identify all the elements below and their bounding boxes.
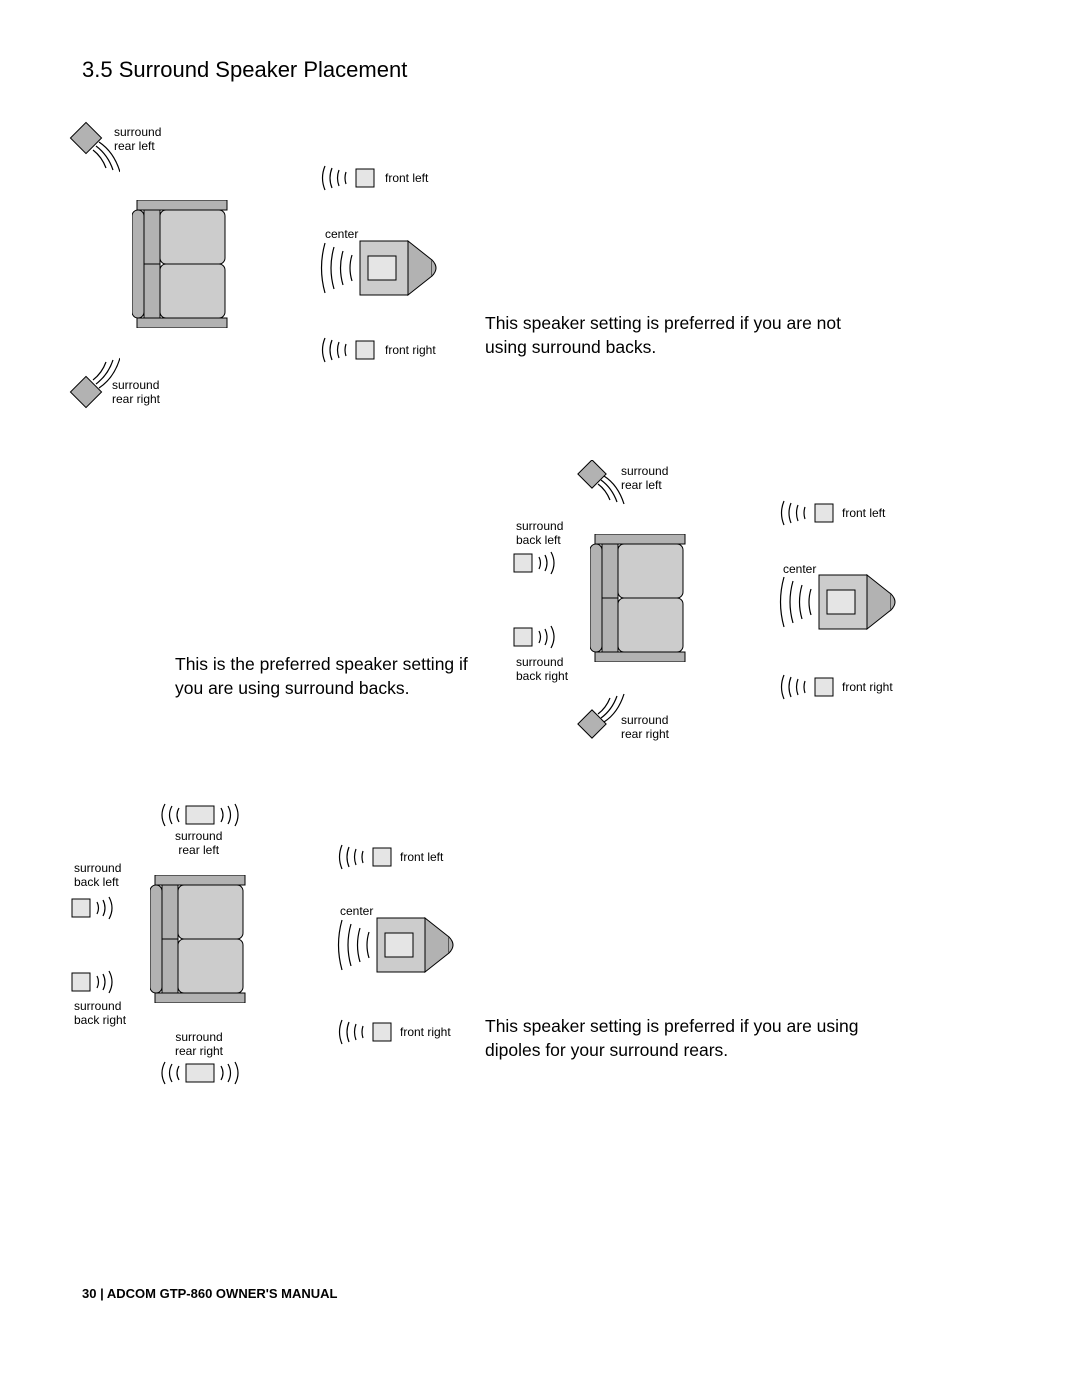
srr-label-2: surround rear right [621, 714, 669, 742]
footer-page-number: 30 [82, 1286, 96, 1301]
srr-dipole-3 [160, 1060, 240, 1086]
tv-center-3 [337, 915, 457, 975]
sbl-speaker-3 [70, 893, 126, 923]
sbr-speaker-2 [512, 622, 568, 652]
sbr-label-2: surround back right [516, 656, 568, 684]
fr-speaker-2 [779, 672, 849, 702]
fr-label-2: front right [842, 681, 893, 695]
footer-text: ADCOM GTP-860 OWNER'S MANUAL [107, 1286, 338, 1301]
srl-dipole-3 [160, 802, 240, 828]
fl-label-3: front left [400, 851, 443, 865]
sbl-label-3: surround back left [74, 862, 121, 890]
page: 3.5 Surround Speaker Placement surround … [0, 0, 1080, 1397]
srl-speaker-1 [60, 120, 120, 180]
fr-speaker-3 [337, 1017, 407, 1047]
fr-label-1: front right [385, 344, 436, 358]
tv-center-2 [779, 572, 899, 632]
couch-3 [150, 875, 250, 1003]
srl-label-2: surround rear left [621, 465, 668, 493]
fl-label-1: front left [385, 172, 428, 186]
section-heading: 3.5 Surround Speaker Placement [82, 57, 407, 83]
srr-speaker-2 [572, 684, 628, 740]
sbr-label-3: surround back right [74, 1000, 126, 1028]
fr-speaker-1 [320, 335, 390, 365]
srl-label-1: surround rear left [114, 126, 161, 154]
couch-2 [590, 534, 690, 662]
page-footer: 30 | ADCOM GTP-860 OWNER'S MANUAL [82, 1286, 337, 1301]
srl-label-3: surround rear left [175, 830, 222, 858]
couch-1 [132, 200, 232, 328]
fl-speaker-3 [337, 842, 407, 872]
srr-label-3: surround rear right [175, 1031, 223, 1059]
caption-3: This speaker setting is preferred if you… [485, 1015, 885, 1062]
caption-1: This speaker setting is preferred if you… [485, 312, 845, 359]
tv-center-1 [320, 238, 440, 298]
sbl-speaker-2 [512, 548, 568, 578]
fl-speaker-1 [320, 163, 390, 193]
fr-label-3: front right [400, 1026, 451, 1040]
srr-speaker-1 [60, 350, 120, 410]
footer-separator: | [96, 1286, 106, 1301]
caption-2: This is the preferred speaker setting if… [175, 653, 495, 700]
sbr-speaker-3 [70, 967, 126, 997]
srl-speaker-2 [572, 460, 628, 516]
fl-speaker-2 [779, 498, 849, 528]
srr-label-1: surround rear right [112, 379, 160, 407]
sbl-label-2: surround back left [516, 520, 563, 548]
fl-label-2: front left [842, 507, 885, 521]
